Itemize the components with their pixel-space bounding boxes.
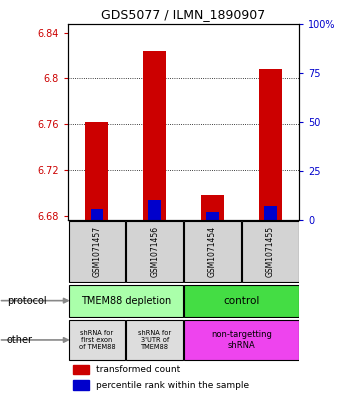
Text: percentile rank within the sample: percentile rank within the sample	[96, 381, 249, 389]
Text: control: control	[223, 296, 259, 306]
Text: shRNA for
3'UTR of
TMEM88: shRNA for 3'UTR of TMEM88	[138, 330, 171, 350]
FancyBboxPatch shape	[242, 221, 299, 282]
FancyBboxPatch shape	[126, 320, 183, 360]
FancyBboxPatch shape	[69, 221, 125, 282]
Text: GSM1071455: GSM1071455	[266, 226, 275, 277]
Text: TMEM88 depletion: TMEM88 depletion	[81, 296, 171, 306]
FancyBboxPatch shape	[184, 285, 299, 317]
Text: GSM1071457: GSM1071457	[92, 226, 101, 277]
FancyBboxPatch shape	[184, 320, 299, 360]
Bar	[206, 211, 219, 220]
Bar	[264, 206, 277, 220]
FancyBboxPatch shape	[69, 320, 125, 360]
Text: GSM1071454: GSM1071454	[208, 226, 217, 277]
Bar	[201, 195, 224, 220]
Title: GDS5077 / ILMN_1890907: GDS5077 / ILMN_1890907	[101, 8, 266, 21]
FancyBboxPatch shape	[184, 221, 241, 282]
Text: transformed count: transformed count	[96, 365, 180, 374]
Text: non-targetting
shRNA: non-targetting shRNA	[211, 330, 272, 350]
Text: other: other	[7, 335, 33, 345]
Bar	[143, 51, 166, 220]
Bar	[85, 122, 108, 220]
Bar	[148, 200, 161, 220]
FancyBboxPatch shape	[126, 221, 183, 282]
Bar	[90, 209, 103, 220]
Bar	[73, 380, 89, 390]
Text: shRNA for
first exon
of TMEM88: shRNA for first exon of TMEM88	[79, 330, 115, 350]
Bar	[73, 365, 89, 374]
FancyBboxPatch shape	[69, 285, 183, 317]
Bar	[259, 69, 282, 220]
Text: GSM1071456: GSM1071456	[150, 226, 159, 277]
Text: protocol: protocol	[7, 296, 47, 306]
